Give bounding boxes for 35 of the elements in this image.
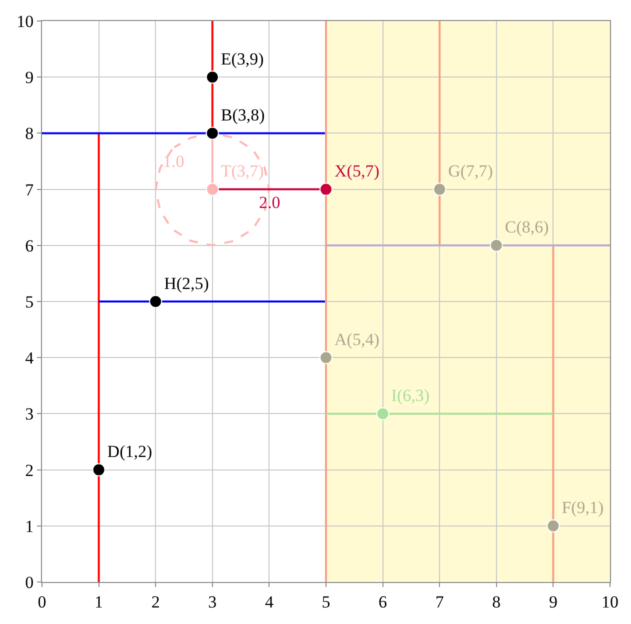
series-label: 1.0 xyxy=(163,152,184,171)
x-tick-label: 6 xyxy=(378,592,388,612)
series-label: E(3,9) xyxy=(220,49,264,68)
series-label: G(7,7) xyxy=(448,162,493,181)
y-tick-label: 2 xyxy=(25,460,34,480)
y-tick-label: 6 xyxy=(25,236,34,256)
x-tick-label: 9 xyxy=(548,592,558,612)
series-label: X(5,7) xyxy=(334,162,380,181)
x-tick-label: 2 xyxy=(151,592,160,612)
y-tick-label: 4 xyxy=(25,348,34,368)
series-label: 2.0 xyxy=(259,193,280,212)
y-tick-label: 10 xyxy=(16,12,34,31)
series-label: C(8,6) xyxy=(504,218,549,237)
y-tick-label: 1 xyxy=(25,516,34,536)
x-tick-label: 1 xyxy=(94,592,104,612)
series-label: H(2,5) xyxy=(164,274,209,293)
y-tick-label: 7 xyxy=(25,180,34,200)
series-label: F(9,1) xyxy=(562,498,604,518)
y-tick-label: 3 xyxy=(25,404,34,424)
series-label: B(3,8) xyxy=(220,105,265,124)
y-tick-label: 5 xyxy=(25,292,34,312)
y-tick-label: 9 xyxy=(25,68,34,88)
x-tick-label: 7 xyxy=(435,592,444,612)
x-tick-label: 5 xyxy=(322,592,330,612)
y-tick-label: 8 xyxy=(25,124,34,144)
y-tick-label: 0 xyxy=(25,572,34,592)
series-label: I(6,3) xyxy=(391,386,430,405)
x-tick-label: 10 xyxy=(602,592,618,612)
series-label: A(5,4) xyxy=(334,330,380,349)
x-tick-label: 4 xyxy=(264,592,274,612)
x-tick-label: 3 xyxy=(208,592,217,612)
series-label: T(3,7) xyxy=(220,162,264,181)
series-label: D(1,2) xyxy=(107,442,152,462)
x-tick-label: 8 xyxy=(492,592,501,612)
x-tick-label: 0 xyxy=(38,592,46,612)
